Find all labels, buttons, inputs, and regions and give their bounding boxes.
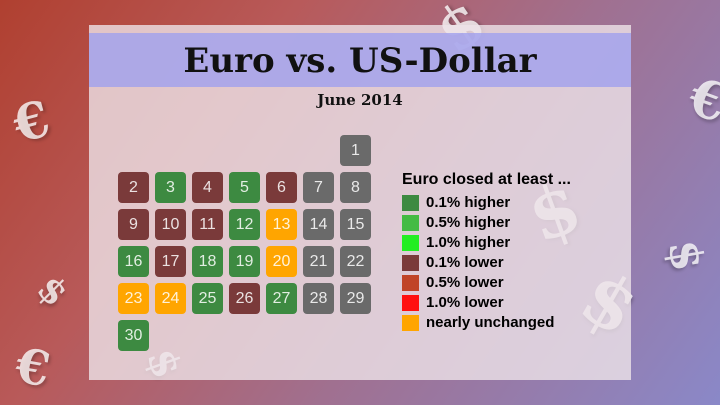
legend-label: nearly unchanged: [426, 314, 555, 331]
calendar-day: 20: [266, 246, 297, 277]
calendar-day: 15: [340, 209, 371, 240]
calendar-day: 8: [340, 172, 371, 203]
calendar-day: 27: [266, 283, 297, 314]
calendar-day: 14: [303, 209, 334, 240]
legend-label: 1.0% lower: [426, 294, 504, 311]
calendar-day: 28: [303, 283, 334, 314]
calendar-day: 19: [229, 246, 260, 277]
chart-panel: Euro vs. US-Dollar June 2014 1 2 3 4 5 6 7 8 9 10…: [89, 25, 631, 380]
calendar-day: 26: [229, 283, 260, 314]
legend-swatch: [402, 235, 419, 251]
legend-label: 0.1% higher: [426, 194, 511, 211]
euro-symbol-icon: €: [680, 65, 720, 136]
legend-title: Euro closed at least ...: [402, 171, 571, 188]
legend-label: 1.0% higher: [426, 234, 511, 251]
calendar-day: 29: [340, 283, 371, 314]
calendar-day: 3: [155, 172, 186, 203]
calendar-day: 21: [303, 246, 334, 277]
legend-swatch: [402, 295, 419, 311]
calendar-day: 30: [118, 320, 149, 351]
dollar-symbol-icon: $: [657, 235, 714, 276]
calendar-day: 11: [192, 209, 223, 240]
calendar-day: 24: [155, 283, 186, 314]
calendar-day: 22: [340, 246, 371, 277]
euro-symbol-icon: €: [6, 88, 56, 155]
title-band: [89, 33, 631, 87]
legend-swatch: [402, 195, 419, 211]
legend-label: 0.1% lower: [426, 254, 504, 271]
legend-swatch: [402, 315, 419, 331]
euro-symbol-icon: €: [11, 337, 55, 399]
calendar-day: 23: [118, 283, 149, 314]
calendar-day: 2: [118, 172, 149, 203]
calendar-day: 12: [229, 209, 260, 240]
calendar-day: 1: [340, 135, 371, 166]
legend-label: 0.5% lower: [426, 274, 504, 291]
chart-subtitle: June 2014: [317, 91, 403, 109]
legend-label: 0.5% higher: [426, 214, 511, 231]
chart-title: Euro vs. US-Dollar: [183, 41, 537, 81]
calendar-day: 6: [266, 172, 297, 203]
calendar-day: 5: [229, 172, 260, 203]
calendar-day: 16: [118, 246, 149, 277]
calendar-day: 10: [155, 209, 186, 240]
calendar-day: 9: [118, 209, 149, 240]
legend-swatch: [402, 255, 419, 271]
calendar-day: 7: [303, 172, 334, 203]
calendar-day: 17: [155, 246, 186, 277]
legend-swatch: [402, 215, 419, 231]
dollar-symbol-icon: $: [28, 267, 77, 315]
legend-swatch: [402, 275, 419, 291]
calendar-day: 13: [266, 209, 297, 240]
calendar-day: 25: [192, 283, 223, 314]
calendar-day: 4: [192, 172, 223, 203]
calendar-day: 18: [192, 246, 223, 277]
